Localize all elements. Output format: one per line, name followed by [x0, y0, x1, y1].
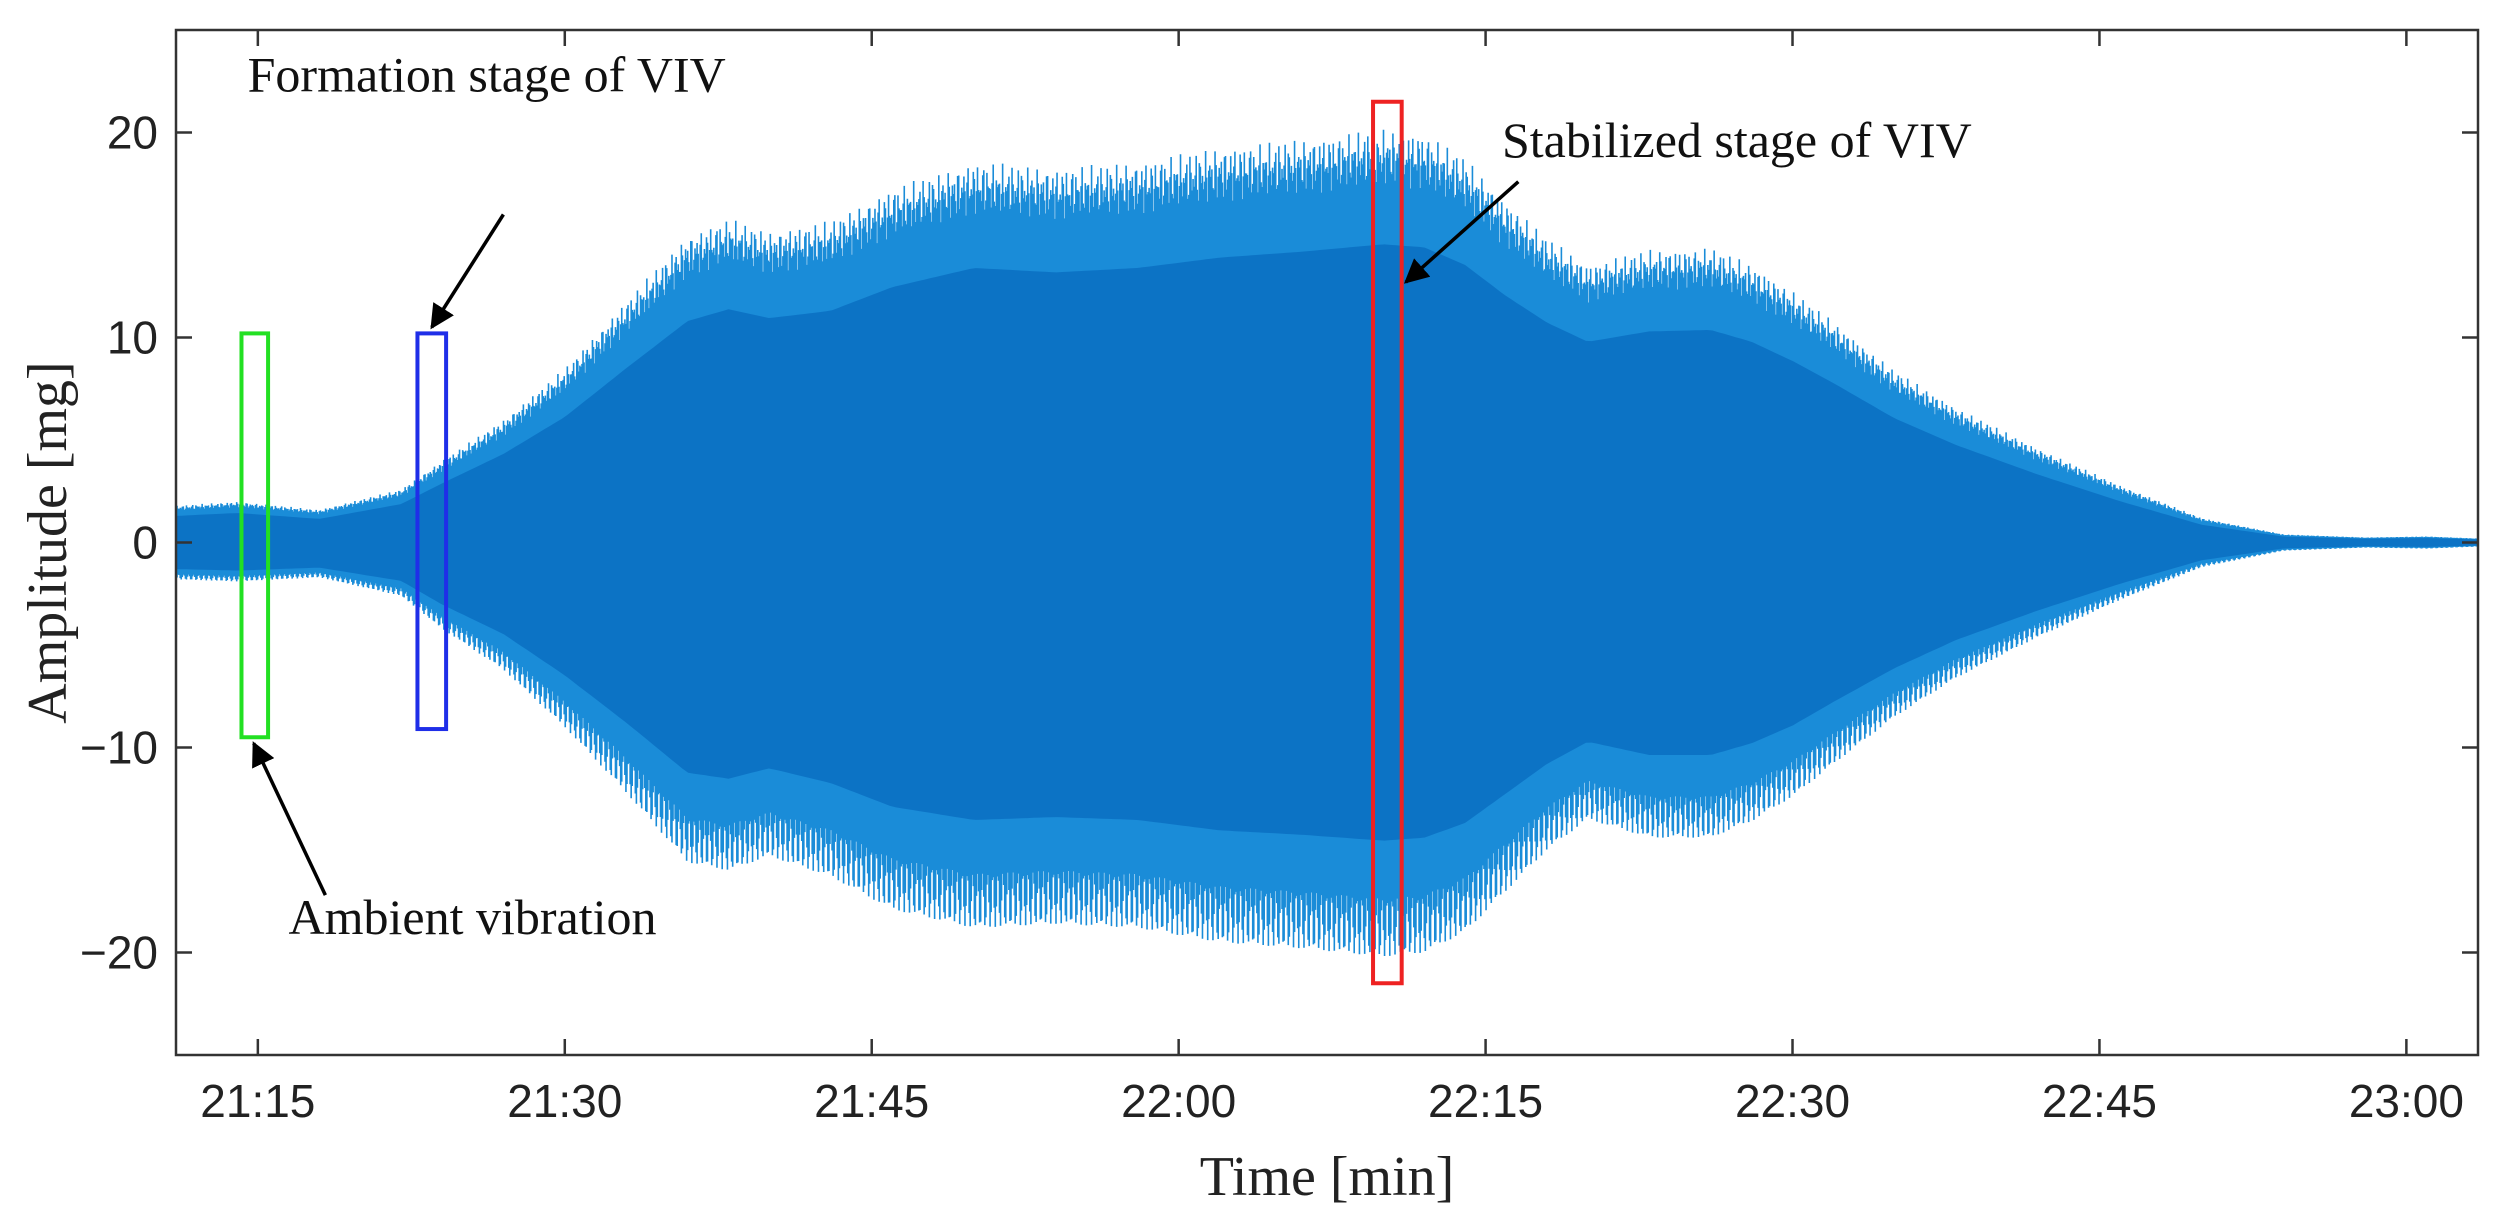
series-core: [176, 244, 2478, 841]
y-tick-label: 0: [132, 517, 158, 569]
x-tick-label: 22:45: [2042, 1075, 2157, 1127]
y-tick-label: 10: [107, 312, 158, 364]
y-tick-label: 20: [107, 107, 158, 159]
x-tick-label: 21:15: [200, 1075, 315, 1127]
x-tick-label: 21:45: [814, 1075, 929, 1127]
annotation-label-ambient: Ambient vibration: [289, 889, 657, 945]
y-axis-title: Amplitude [mg]: [17, 361, 79, 723]
x-tick-label: 21:30: [507, 1075, 622, 1127]
annotation-box-formation: [415, 331, 449, 732]
annotation-box-stabilized: [1371, 99, 1404, 986]
annotation-label-stabilized: Stabilized stage of VIV: [1502, 112, 1972, 168]
x-tick-label: 22:30: [1735, 1075, 1850, 1127]
annotation-arrow-ambient: [252, 741, 327, 896]
y-tick-label: −20: [80, 927, 158, 979]
annotation-arrow-formation: [430, 213, 505, 330]
x-tick-label: 22:00: [1121, 1075, 1236, 1127]
x-axis-title: Time [min]: [1200, 1146, 1455, 1208]
annotation-arrow-stabilized: [1403, 180, 1520, 284]
annotation-box-ambient: [239, 331, 271, 740]
x-tick-label: 23:00: [2349, 1075, 2464, 1127]
series-layer: [176, 129, 2478, 956]
annotation-layer: Ambient vibration Formation stage of VIV S…: [239, 47, 1972, 986]
y-tick-label: −10: [80, 722, 158, 774]
axis-ticks: 21:15 21:30 21:45 22:00 22:15 22:30 22:45 23:00…: [80, 30, 2478, 1127]
annotation-label-formation: Formation stage of VIV: [248, 47, 726, 103]
x-tick-label: 22:15: [1428, 1075, 1543, 1127]
